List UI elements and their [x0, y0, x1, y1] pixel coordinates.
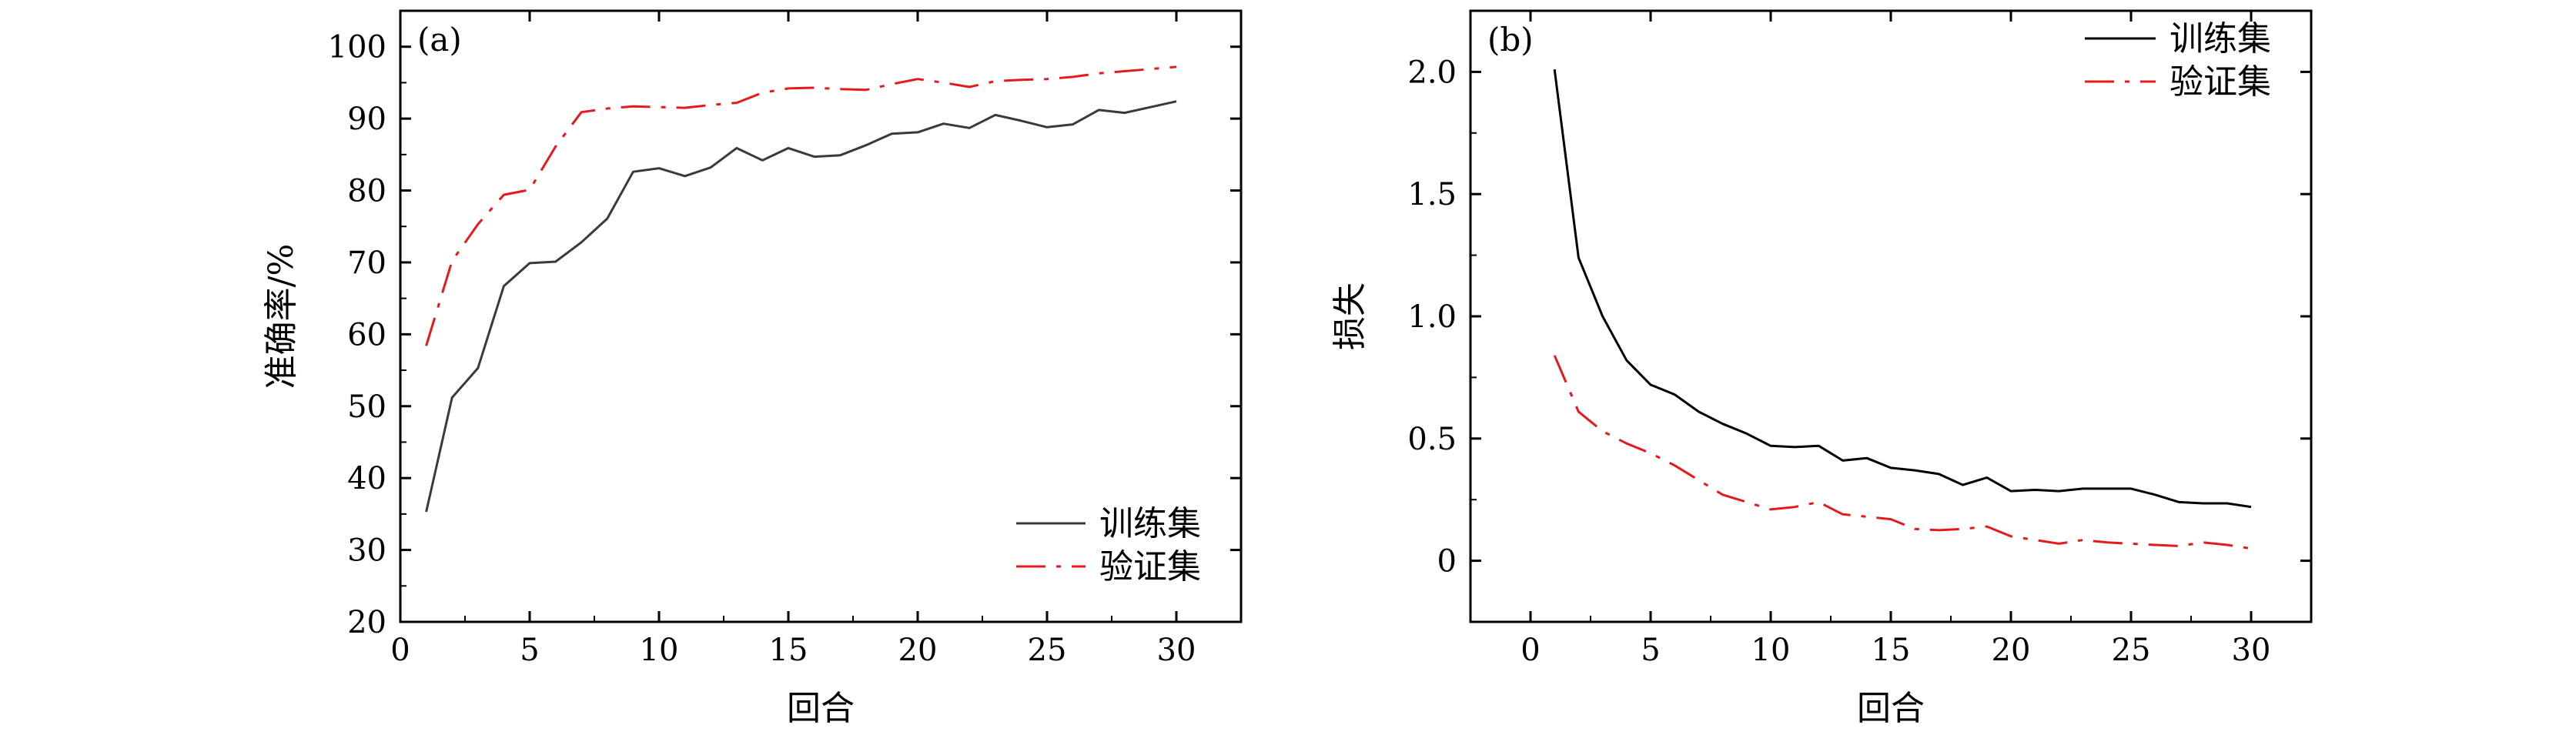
panel-a-series-line-validation: [425, 65, 1177, 346]
panel-b-x-tick-label: 25: [2112, 633, 2151, 668]
panel-b-x-tick-label: 5: [1641, 633, 1660, 668]
panel-a-y-axis-label: 准确率/%: [262, 244, 301, 389]
panel-b-y-axis-label: 损失: [1330, 282, 1370, 350]
panel-b-x-axis-label: 回合: [1857, 689, 1925, 728]
panel-b-legend-label: 验证集: [2170, 62, 2271, 102]
panel-a-x-tick-label: 30: [1157, 633, 1196, 668]
panel-a-x-tick-label: 20: [898, 633, 938, 668]
panel-a-plot-frame: [399, 9, 1243, 623]
panel-a-accuracy: 0 5 10 15 20 25 30 20 30 40 50 60 70 80 90 100 回合 准确率/% (a…: [262, 9, 1243, 728]
panel-a-x-tick-label: 10: [640, 633, 679, 668]
panel-b-series-line-validation: [1553, 355, 2252, 550]
panel-b-y-tick-label: 2.0: [1407, 55, 1457, 90]
panel-a-x-tick-label: 0: [390, 633, 410, 668]
panel-a-x-axis-label: 回合: [787, 689, 855, 728]
panel-b-y-tick-label: 1.5: [1407, 177, 1457, 212]
panel-a-panel-label: (a): [417, 21, 462, 58]
panel-b-x-tick-label: 0: [1521, 633, 1540, 668]
panel-a-x-tick-label: 5: [520, 633, 539, 668]
panel-b-plot-frame: [1469, 9, 2313, 623]
panel-b-series-line-train: [1553, 69, 2252, 509]
panel-b-x-tick-label: 10: [1751, 633, 1791, 668]
panel-a-y-tick-label: 100: [328, 30, 386, 65]
panel-a-legend-label: 训练集: [1099, 504, 1201, 543]
panel-a-legend-label: 验证集: [1099, 547, 1201, 586]
panel-b-x-tick-label: 15: [1872, 633, 1911, 668]
panel-a-y-tick-label: 60: [347, 317, 386, 352]
panel-b-x-tick-label: 20: [1992, 633, 2031, 668]
panel-b-y-tick-label: 1.0: [1407, 299, 1457, 335]
panel-a-y-tick-label: 80: [347, 174, 386, 209]
panel-b-y-tick-label: 0: [1437, 544, 1457, 580]
panel-a-y-tick-label: 30: [347, 533, 386, 569]
panel-a-y-tick-label: 50: [347, 389, 386, 425]
panel-b-x-tick-label: 30: [2232, 633, 2271, 668]
panel-a-x-tick-label: 25: [1028, 633, 1067, 668]
panel-a-series-line-train: [425, 100, 1177, 513]
panel-b-panel-label: (b): [1487, 21, 1534, 58]
panel-a-y-tick-label: 70: [347, 246, 386, 281]
panel-b-legend-label: 训练集: [2170, 19, 2271, 58]
panel-a-y-tick-label: 40: [347, 461, 386, 496]
panel-a-x-tick-label: 15: [769, 633, 808, 668]
panel-a-y-tick-label: 90: [347, 102, 386, 137]
panel-a-y-tick-label: 20: [347, 605, 386, 640]
panel-b-y-tick-label: 0.5: [1407, 422, 1457, 457]
